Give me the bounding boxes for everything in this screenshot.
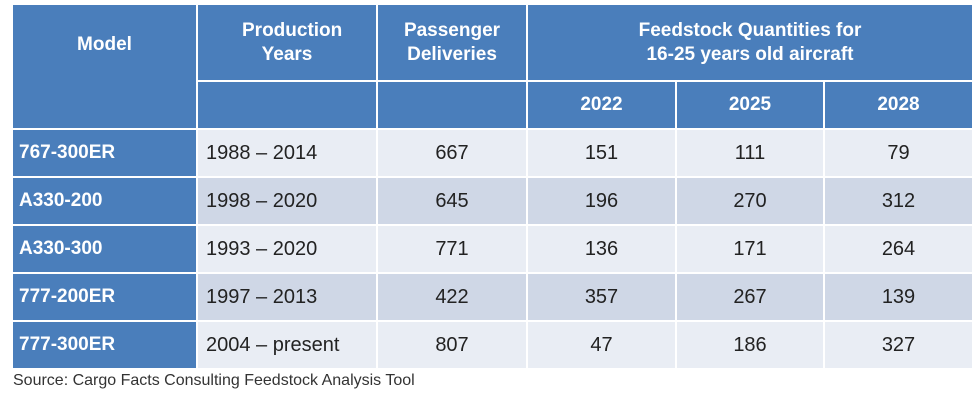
feedstock-2028-cell: 264 xyxy=(823,224,974,274)
model-cell: A330-300 xyxy=(11,224,198,274)
production-years-cell: 2004 – present xyxy=(196,320,378,370)
passenger-deliveries-header-text: Passenger Deliveries xyxy=(403,19,501,65)
year-header-row: 2022 2025 2028 xyxy=(12,80,974,130)
passenger-deliveries-header: Passenger Deliveries xyxy=(376,3,528,82)
source-note: Source: Cargo Facts Consulting Feedstock… xyxy=(13,372,415,389)
model-cell: A330-200 xyxy=(11,176,198,226)
deliveries-cell: 645 xyxy=(376,176,528,226)
feedstock-header-text: Feedstock Quantities for 16-25 years old… xyxy=(638,19,862,65)
model-cell: 777-300ER xyxy=(11,320,198,370)
production-years-cell: 1988 – 2014 xyxy=(196,128,378,178)
feedstock-2025-cell: 267 xyxy=(675,272,825,322)
table-row: 767-300ER 1988 – 2014 667 151 111 79 xyxy=(11,128,974,178)
feedstock-2025-cell: 171 xyxy=(675,224,825,274)
feedstock-2025-cell: 270 xyxy=(675,176,825,226)
deliveries-cell: 667 xyxy=(376,128,528,178)
table-row: A330-300 1993 – 2020 771 136 171 264 xyxy=(11,224,974,274)
model-cell: 777-200ER xyxy=(11,272,198,322)
feedstock-2025-cell: 186 xyxy=(675,320,825,370)
table-row: 777-200ER 1997 – 2013 422 357 267 139 xyxy=(11,272,974,322)
production-years-header-text: Production Years xyxy=(242,19,343,65)
feedstock-2028-cell: 327 xyxy=(823,320,974,370)
table-row: A330-200 1998 – 2020 645 196 270 312 xyxy=(11,176,974,226)
feedstock-2028-cell: 79 xyxy=(823,128,974,178)
production-years-cell: 1997 – 2013 xyxy=(196,272,378,322)
year-header-2025: 2025 xyxy=(675,80,825,130)
table-row: 777-300ER 2004 – present 807 47 186 327 xyxy=(11,320,974,370)
production-years-cell: 1998 – 2020 xyxy=(196,176,378,226)
model-cell: 767-300ER xyxy=(11,128,198,178)
feedstock-2022-cell: 196 xyxy=(526,176,677,226)
blank-header-cell xyxy=(376,80,528,130)
feedstock-2022-cell: 357 xyxy=(526,272,677,322)
feedstock-2022-cell: 151 xyxy=(526,128,677,178)
deliveries-cell: 771 xyxy=(376,224,528,274)
header-row: Model Production Years Passenger Deliver… xyxy=(11,3,974,130)
year-header-2022: 2022 xyxy=(526,80,677,130)
production-years-header: Production Years xyxy=(196,3,378,82)
deliveries-cell: 422 xyxy=(376,272,528,322)
feedstock-2028-cell: 139 xyxy=(823,272,974,322)
feedstock-2025-cell: 111 xyxy=(675,128,825,178)
production-years-cell: 1993 – 2020 xyxy=(196,224,378,274)
feedstock-header: Feedstock Quantities for 16-25 years old… xyxy=(526,3,974,82)
model-header: Model xyxy=(11,3,198,130)
blank-header-cell xyxy=(196,80,378,130)
year-header-2028: 2028 xyxy=(823,80,974,130)
feedstock-2028-cell: 312 xyxy=(823,176,974,226)
feedstock-table: Model Production Years Passenger Deliver… xyxy=(11,3,974,370)
feedstock-2022-cell: 136 xyxy=(526,224,677,274)
feedstock-2022-cell: 47 xyxy=(526,320,677,370)
deliveries-cell: 807 xyxy=(376,320,528,370)
